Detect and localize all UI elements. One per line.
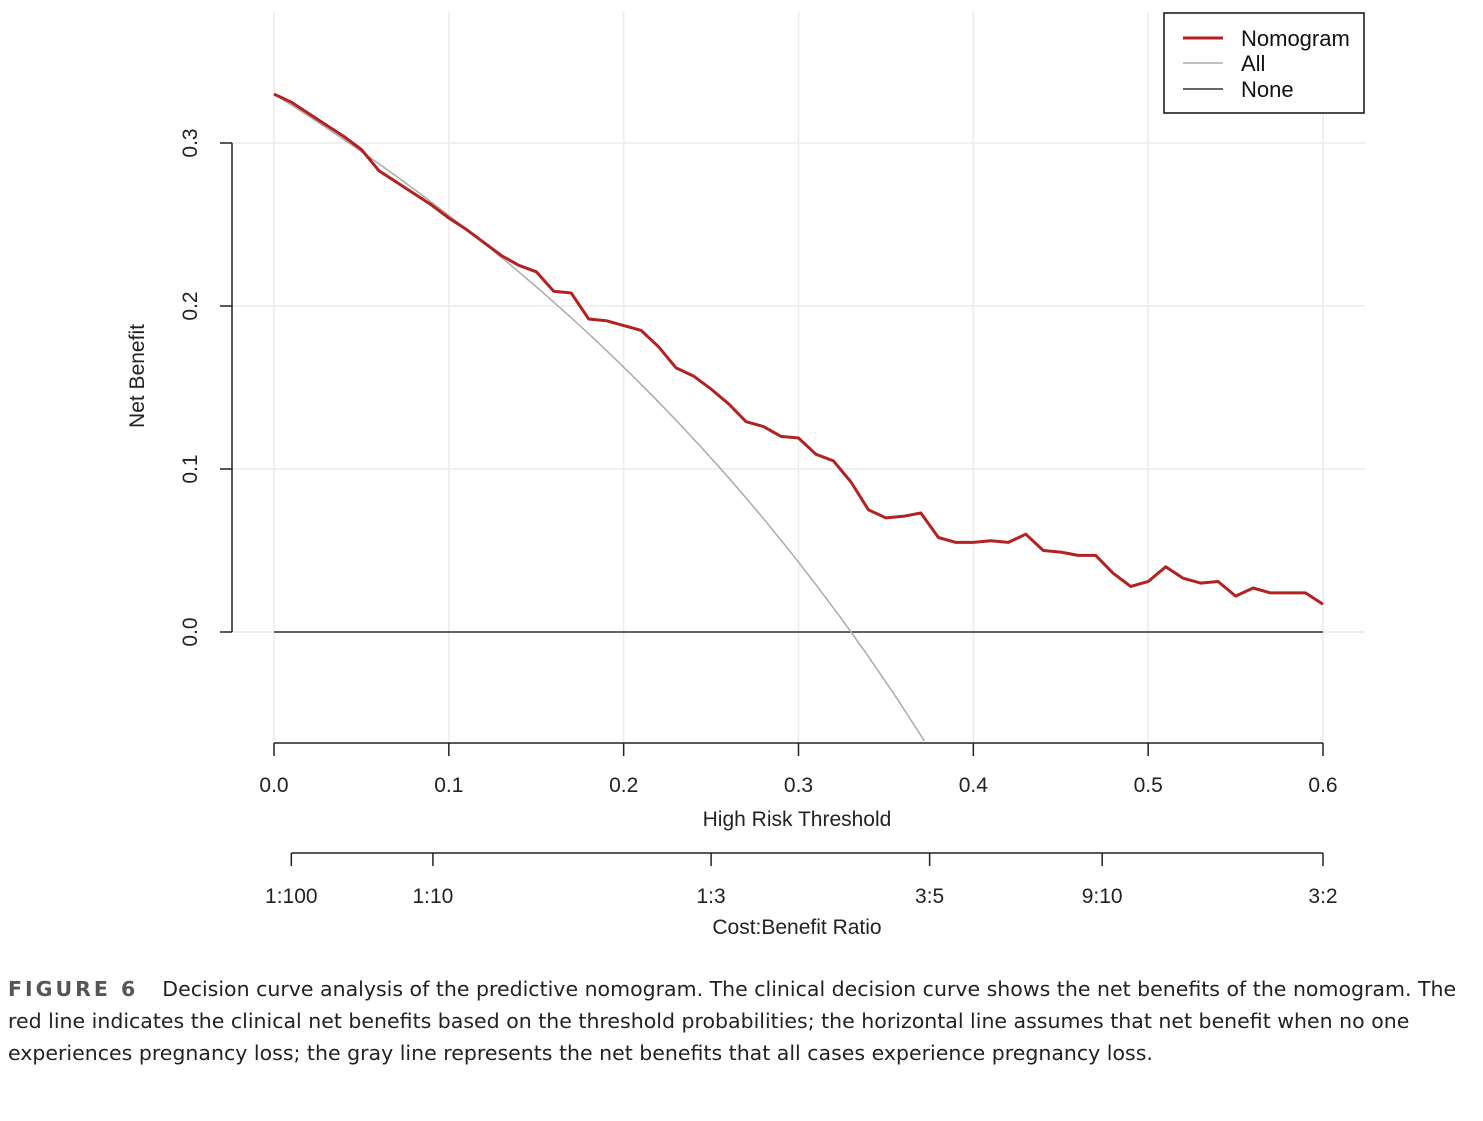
x-tick-label: 0.4 [959, 774, 989, 797]
figure-label: FIGURE 6 [8, 977, 139, 1001]
x-axis-label: High Risk Threshold [703, 808, 892, 831]
y-tick-label: 0.1 [179, 454, 202, 483]
x-tick-label: 0.5 [1134, 774, 1163, 797]
x-tick-label: 0.2 [609, 774, 638, 797]
series-lines [273, 92, 1324, 742]
cost-benefit-tick-label: 1:3 [696, 885, 725, 908]
caption-text: Decision curve analysis of the predictiv… [8, 977, 1457, 1065]
x-tick-label: 0.3 [784, 774, 813, 797]
legend-label: All [1241, 51, 1265, 76]
decision-curve-chart: 0.0 0.1 0.2 0.3 0.0 0.1 0.2 0.3 0.4 0.5 0.6 1:100 1:… [126, 12, 1365, 939]
series-nomogram-line [273, 92, 1324, 606]
series-all-line [273, 93, 926, 742]
cost-benefit-tick-label: 3:5 [915, 885, 944, 908]
legend-label: Nomogram [1241, 26, 1350, 51]
cost-benefit-tick-label: 9:10 [1082, 885, 1123, 908]
cost-benefit-tick-label: 1:10 [412, 885, 453, 908]
grid-lines [232, 12, 1365, 742]
x-tick-label: 0.1 [434, 774, 463, 797]
x-tick-label: 0.0 [259, 774, 288, 797]
cost-benefit-tick-label: 1:100 [265, 885, 318, 908]
legend-label: None [1241, 77, 1294, 102]
axes: 0.0 0.1 0.2 0.3 0.0 0.1 0.2 0.3 0.4 0.5 0.6 1:100 1:… [179, 128, 1338, 908]
y-tick-label: 0.2 [179, 291, 202, 320]
cost-benefit-tick-label: 3:2 [1308, 885, 1337, 908]
cost-benefit-axis-label: Cost:Benefit Ratio [712, 916, 881, 939]
x-tick-label: 0.6 [1308, 774, 1337, 797]
y-tick-label: 0.3 [179, 128, 202, 157]
y-axis-label: Net Benefit [126, 324, 149, 428]
figure-caption: FIGURE 6 Decision curve analysis of the p… [8, 973, 1473, 1069]
y-tick-label: 0.0 [179, 617, 202, 646]
